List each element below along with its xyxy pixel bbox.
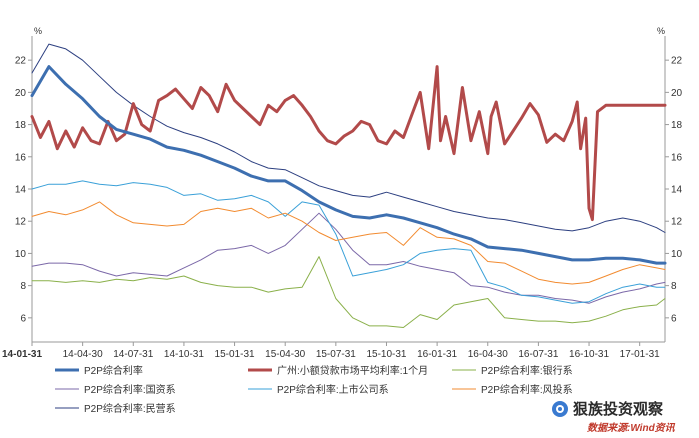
watermark: 狠族投资观察 数据来源:Wind资讯 [552, 400, 676, 434]
x-tick-label: 14-10-31 [164, 349, 204, 360]
legend-label-bank: P2P综合利率:银行系 [481, 364, 573, 377]
x-tick-label: 15-01-31 [215, 349, 255, 360]
x-tick-label: 16-01-31 [417, 349, 457, 360]
x-tick-label: 15-07-31 [316, 349, 356, 360]
series-line-2 [31, 256, 666, 328]
y-tick-left-label: 8 [20, 281, 26, 292]
x-tick-label: 15-04-30 [265, 349, 305, 360]
x-tick-label: 16-10-31 [569, 349, 609, 360]
legend: P2P综合利率 广州:小额贷款市场平均利率:1个月 P2P综合利率:银行系 P2… [55, 364, 573, 415]
watermark-logo-icon [552, 401, 568, 417]
series-line-6 [31, 43, 666, 233]
y-tick-left-label: 22 [15, 56, 27, 67]
y-tick-right-label: 14 [671, 185, 683, 196]
x-tick-label: 17-01-31 [620, 349, 660, 360]
y-tick-right-label: 10 [671, 249, 683, 260]
x-tick-label: 14-04-30 [63, 349, 103, 360]
series-line-0 [30, 65, 667, 265]
series-line-3 [31, 212, 666, 304]
y-tick-right-label: 8 [671, 281, 677, 292]
y-tick-left-label: 12 [15, 217, 27, 228]
y-axis-left: 6 8 10 12 14 16 18 20 22 [15, 56, 32, 324]
y-tick-right-label: 16 [671, 152, 683, 163]
y-tick-left-label: 18 [15, 120, 27, 131]
y-tick-right-label: 18 [671, 120, 683, 131]
plot-frame [31, 36, 666, 343]
series-line-5 [31, 201, 666, 285]
y-tick-left-label: 6 [20, 313, 26, 324]
y-tick-left-label: 20 [15, 88, 27, 99]
y-tick-right-label: 12 [671, 217, 683, 228]
y-tick-right-label: 20 [671, 88, 683, 99]
source-label: 数据来源:Wind资讯 [587, 422, 676, 434]
right-unit-label: % [657, 26, 665, 36]
legend-label-private: P2P综合利率:民营系 [84, 402, 176, 415]
series-line-4 [31, 180, 666, 304]
y-axis-right: 6 8 10 12 14 16 18 20 22 [665, 56, 683, 324]
y-tick-right-label: 22 [671, 56, 683, 67]
watermark-title: 狠族投资观察 [573, 400, 664, 418]
x-tick-label: 16-04-30 [468, 349, 508, 360]
series-line-1 [30, 65, 667, 222]
x-tick-label: 14-07-31 [113, 349, 153, 360]
legend-label-guangzhou-microloan: 广州:小额贷款市场平均利率:1个月 [277, 364, 428, 377]
y-tick-left-label: 16 [15, 152, 27, 163]
legend-label-state-owned: P2P综合利率:国资系 [84, 383, 176, 396]
legend-label-listed-company: P2P综合利率:上市公司系 [277, 383, 389, 396]
x-tick-label: 15-10-31 [366, 349, 406, 360]
x-axis: 14-01-31 14-04-30 14-07-31 14-10-31 15-01-31… [2, 342, 660, 360]
x-tick-label: 14-01-31 [2, 349, 42, 360]
y-tick-left-label: 10 [15, 249, 27, 260]
left-unit-label: % [34, 26, 42, 36]
plot-area [32, 36, 665, 342]
y-tick-right-label: 6 [671, 313, 677, 324]
legend-label-venture-capital: P2P综合利率:风投系 [481, 383, 573, 396]
series-layer [30, 43, 667, 328]
legend-label-p2p-composite: P2P综合利率 [84, 364, 143, 377]
x-tick-label: 16-07-31 [518, 349, 558, 360]
y-tick-left-label: 14 [15, 185, 27, 196]
